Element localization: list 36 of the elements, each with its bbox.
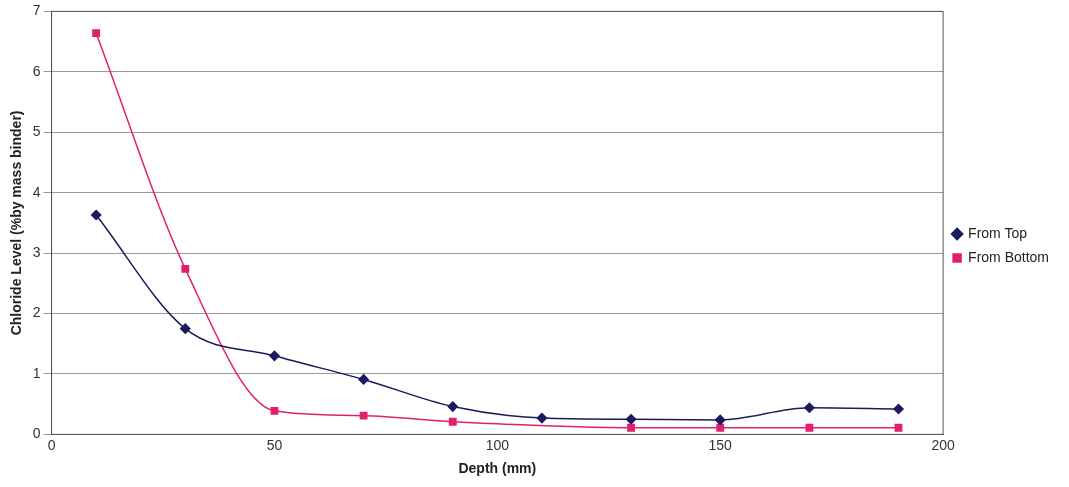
y-tick-label: 6 — [32, 62, 41, 79]
point — [359, 411, 368, 420]
point — [804, 402, 815, 414]
x-tick-label: 150 — [708, 436, 733, 453]
point — [893, 403, 904, 415]
y-tick-label: 0 — [32, 425, 41, 442]
y-tick-label: 5 — [32, 123, 41, 140]
point — [90, 209, 102, 221]
point — [716, 423, 725, 432]
x-tick-label: 50 — [266, 436, 283, 453]
x-axis-title: Depth (mm) — [458, 460, 537, 477]
legend-label: From Top — [968, 224, 1028, 241]
point — [92, 29, 101, 38]
point — [627, 423, 635, 432]
y-axis-title: Chloride Level (%by mass binder) — [8, 110, 25, 336]
y-tick-label: 3 — [32, 243, 41, 260]
point — [894, 423, 903, 432]
point — [448, 417, 457, 426]
point — [805, 423, 814, 432]
point — [714, 414, 726, 426]
x-tick-label: 200 — [931, 436, 955, 453]
y-tick-label: 7 — [32, 2, 41, 19]
legend-label: From Bottom — [968, 248, 1049, 265]
x-tick-label: 0 — [47, 436, 56, 453]
point — [447, 401, 459, 412]
point — [625, 414, 637, 425]
point — [180, 323, 191, 334]
point — [536, 412, 548, 424]
y-tick-label: 4 — [32, 183, 41, 200]
point — [270, 406, 279, 415]
point — [181, 264, 190, 273]
point — [269, 350, 280, 362]
x-tick-label: 100 — [485, 436, 510, 453]
point — [358, 374, 369, 385]
y-tick-label: 2 — [32, 304, 41, 321]
y-tick-label: 1 — [32, 364, 41, 381]
